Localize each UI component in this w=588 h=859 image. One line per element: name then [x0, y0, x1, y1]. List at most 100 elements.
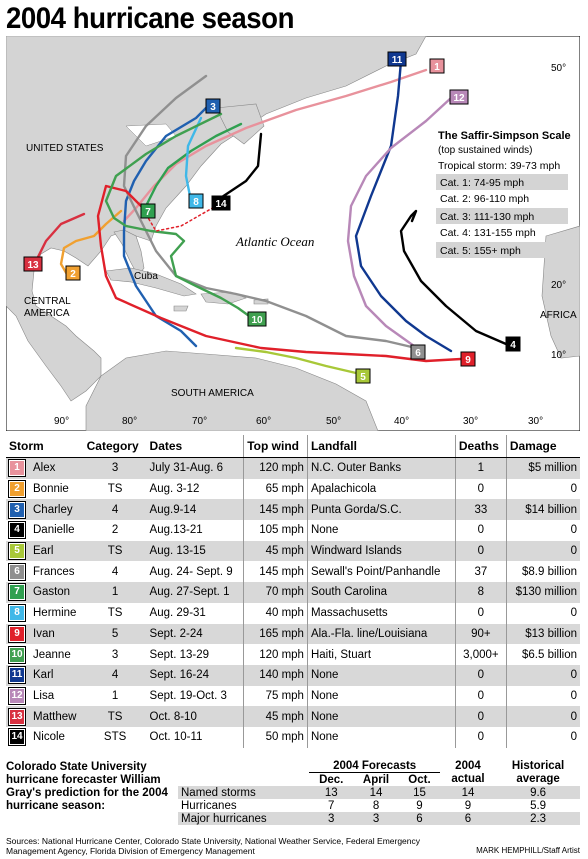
storm-dates: Aug.9-14	[146, 499, 244, 521]
storm-dates: Sept. 19-Oct. 3	[149, 689, 227, 702]
storm-row: 9 Ivan 5 Sept. 2-24 165 mph Ala.-Fla. line/Lo…	[6, 623, 580, 645]
storm-landfall: Haiti, Stuart	[306, 644, 456, 665]
track-danielle	[399, 209, 508, 346]
storm-dates: Sept. 2-24	[146, 623, 244, 645]
forecast-actual-header-2: actual	[451, 773, 485, 786]
map-badge-charley: 3	[205, 98, 221, 114]
scale-cat-4: Cat. 4: 131-155 mph	[440, 227, 536, 239]
map-badge-frances: 6	[410, 344, 426, 360]
svg-text:4: 4	[510, 340, 516, 351]
forecast-section: Colorado State University hurricane fore…	[6, 757, 580, 837]
forecast-label: Major hurricanes	[178, 812, 310, 825]
label-cuba: Cuba	[134, 271, 158, 282]
header-damage: Damage	[505, 435, 580, 458]
storm-top-wind: 120 mph	[243, 644, 308, 665]
svg-text:9: 9	[465, 355, 471, 366]
storm-deaths: 0	[454, 664, 507, 686]
storm-landfall: Sewall's Point/Panhandle	[306, 561, 456, 583]
storm-name: Alex	[30, 457, 84, 479]
storm-name: Ivan	[30, 623, 84, 645]
storm-category: TS	[107, 607, 123, 620]
map-badge-danielle: 4	[505, 336, 521, 352]
storm-name: Bonnie	[33, 483, 69, 496]
svg-text:2: 2	[70, 269, 76, 280]
storm-name: Earl	[30, 540, 84, 562]
storm-deaths: 33	[454, 499, 507, 521]
forecast-actual: 14	[439, 786, 497, 799]
lon-80: 80°	[122, 416, 137, 427]
storm-top-wind: 120 mph	[243, 457, 308, 479]
header-deaths: Deaths	[454, 435, 507, 458]
lon-60: 60°	[256, 416, 271, 427]
forecast-hist-header-1: Historical	[511, 759, 565, 772]
forecast-dec: 7	[328, 799, 335, 812]
storm-number-badge: 5	[8, 542, 26, 561]
page-title: 2004 hurricane season	[6, 2, 294, 35]
storm-row: 10 Jeanne 3 Sept. 13-29 120 mph Haiti, Stuart…	[6, 644, 580, 665]
svg-text:13: 13	[27, 260, 39, 271]
storm-deaths: 0	[454, 685, 507, 707]
storm-damage: 0	[505, 602, 580, 624]
storm-top-wind: 70 mph	[243, 582, 308, 603]
jamaica-land	[173, 305, 189, 312]
forecast-row: Major hurricanes 3 3 6 6 2.3	[178, 812, 580, 825]
storm-category: 1	[111, 689, 119, 702]
storm-deaths: 0	[454, 540, 507, 562]
storm-landfall: None	[306, 685, 456, 707]
storm-deaths: 37	[454, 561, 507, 583]
scale-cat-5: Cat. 5: 155+ mph	[440, 245, 521, 257]
storm-damage: $5 million	[505, 457, 580, 479]
storm-damage: $6.5 billion	[505, 644, 580, 665]
storm-deaths: 3,000+	[454, 644, 507, 665]
storm-landfall: Massachusetts	[306, 602, 456, 624]
forecast-row: Named storms 13 14 15 14 9.6	[178, 786, 580, 799]
storm-damage: 0	[505, 664, 580, 686]
storm-damage: $14 billion	[505, 499, 580, 521]
south-america-land	[85, 350, 379, 431]
svg-text:5: 5	[360, 372, 366, 383]
forecast-row: Hurricanes 7 8 9 9 5.9	[178, 799, 580, 812]
africa-land	[541, 225, 580, 359]
map-badge-bonnie: 2	[65, 265, 81, 281]
track-gaston	[144, 122, 243, 208]
storm-name: Matthew	[30, 706, 84, 727]
map-badge-hermine: 8	[188, 193, 204, 209]
storm-deaths: 1	[454, 457, 507, 479]
forecast-hist: 5.9	[530, 799, 547, 812]
storm-row: 13 Matthew TS Oct. 8-10 45 mph None 0 0	[6, 706, 580, 727]
storm-top-wind: 50 mph	[243, 726, 308, 748]
label-south-america: SOUTH AMERICA	[171, 388, 254, 399]
storm-category: TS	[83, 540, 147, 562]
storm-landfall: None	[306, 520, 456, 541]
storm-name: Lisa	[33, 689, 55, 702]
svg-text:11: 11	[392, 55, 403, 66]
storm-damage: 0	[505, 520, 580, 541]
svg-text:6: 6	[415, 348, 421, 359]
forecast-col-dec: Dec.	[319, 773, 344, 786]
storm-name: Charley	[30, 499, 84, 521]
storm-number-badge: 14	[8, 728, 26, 747]
storm-name: Nicole	[33, 731, 65, 744]
forecast-actual: 9	[464, 799, 472, 812]
storm-dates: Aug. 27-Sept. 1	[146, 582, 244, 603]
header-category: Category	[83, 435, 147, 458]
storm-row: 12 Lisa 1 Sept. 19-Oct. 3 75 mph None 0 0	[6, 685, 580, 707]
storm-number-badge: 6	[8, 562, 26, 581]
lon-30a: 30°	[463, 416, 478, 427]
storm-dates: Aug. 29-31	[149, 607, 206, 620]
storm-row: 2 Bonnie TS Aug. 3-12 65 mph Apalachicola 0 0	[6, 478, 580, 500]
forecast-col-april: April	[362, 773, 390, 786]
storm-number-badge: 9	[8, 624, 26, 643]
artist-credit: MARK HEMPHILL/Staff Artist	[476, 846, 580, 855]
label-central-america-2: AMERICA	[24, 308, 70, 319]
storm-landfall: None	[306, 726, 456, 748]
scale-subtitle: (top sustained winds)	[438, 145, 533, 156]
storm-damage: $8.9 billion	[505, 561, 580, 583]
forecast-dec: 3	[309, 812, 353, 825]
track-earl	[234, 346, 358, 375]
storm-row: 3 Charley 4 Aug.9-14 145 mph Punta Gorda/S.C.…	[6, 499, 580, 521]
storm-number-badge: 10	[8, 645, 26, 664]
storm-row: 1 Alex 3 July 31-Aug. 6 120 mph N.C. Outer Ba…	[6, 457, 580, 479]
scale-cat-1: Cat. 1: 74-95 mph	[440, 177, 524, 189]
storm-category: 4	[83, 499, 147, 521]
